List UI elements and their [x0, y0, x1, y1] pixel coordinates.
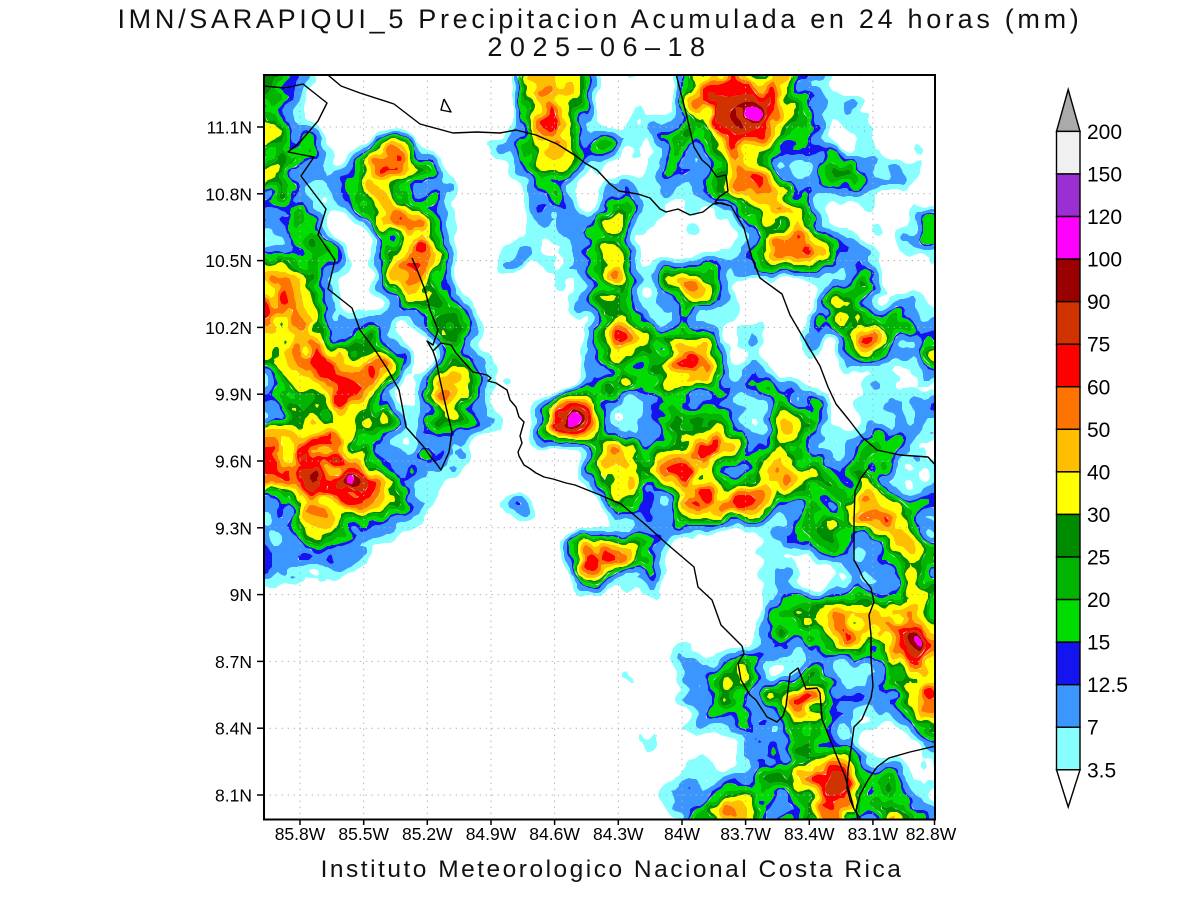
svg-text:40: 40 [1087, 461, 1110, 484]
svg-text:15: 15 [1087, 632, 1110, 655]
svg-text:9.9N: 9.9N [215, 385, 252, 405]
svg-text:50: 50 [1087, 419, 1110, 442]
svg-text:75: 75 [1087, 334, 1110, 357]
svg-text:IMN/SARAPIQUI_5 Precipitacion: IMN/SARAPIQUI_5 Precipitacion Acumulada … [117, 4, 1082, 34]
svg-text:200: 200 [1087, 121, 1122, 144]
svg-text:150: 150 [1087, 163, 1122, 186]
svg-text:11.1N: 11.1N [207, 118, 252, 138]
svg-text:100: 100 [1087, 249, 1122, 272]
svg-text:9.6N: 9.6N [215, 452, 252, 472]
svg-text:120: 120 [1087, 206, 1122, 229]
svg-text:8.4N: 8.4N [215, 719, 252, 739]
svg-text:84.6W: 84.6W [529, 824, 580, 844]
svg-text:83.7W: 83.7W [720, 824, 771, 844]
svg-text:9.3N: 9.3N [215, 518, 252, 538]
svg-text:60: 60 [1087, 376, 1110, 399]
svg-text:Instituto Meteorologico Nacion: Instituto Meteorologico Nacional Costa R… [321, 856, 904, 883]
svg-text:83.1W: 83.1W [848, 824, 899, 844]
svg-text:12.5: 12.5 [1087, 674, 1128, 697]
svg-text:85.5W: 85.5W [338, 824, 389, 844]
svg-text:8.1N: 8.1N [215, 786, 252, 806]
svg-text:85.8W: 85.8W [275, 824, 326, 844]
svg-text:85.2W: 85.2W [402, 824, 453, 844]
svg-text:9N: 9N [230, 585, 252, 605]
svg-text:82.8W: 82.8W [906, 824, 957, 844]
svg-text:3.5: 3.5 [1087, 759, 1116, 782]
svg-text:7: 7 [1087, 717, 1099, 740]
svg-text:8.7N: 8.7N [215, 652, 252, 672]
svg-text:84.3W: 84.3W [593, 824, 644, 844]
svg-text:25: 25 [1087, 547, 1110, 570]
svg-text:10.8N: 10.8N [205, 184, 252, 204]
svg-text:30: 30 [1087, 504, 1110, 527]
svg-text:84W: 84W [664, 824, 700, 844]
svg-text:84.9W: 84.9W [466, 824, 517, 844]
svg-text:20: 20 [1087, 589, 1110, 612]
svg-text:2025–06–18: 2025–06–18 [487, 32, 712, 62]
svg-text:90: 90 [1087, 291, 1110, 314]
svg-text:83.4W: 83.4W [784, 824, 835, 844]
svg-text:10.5N: 10.5N [205, 251, 252, 271]
svg-text:10.2N: 10.2N [205, 318, 252, 338]
